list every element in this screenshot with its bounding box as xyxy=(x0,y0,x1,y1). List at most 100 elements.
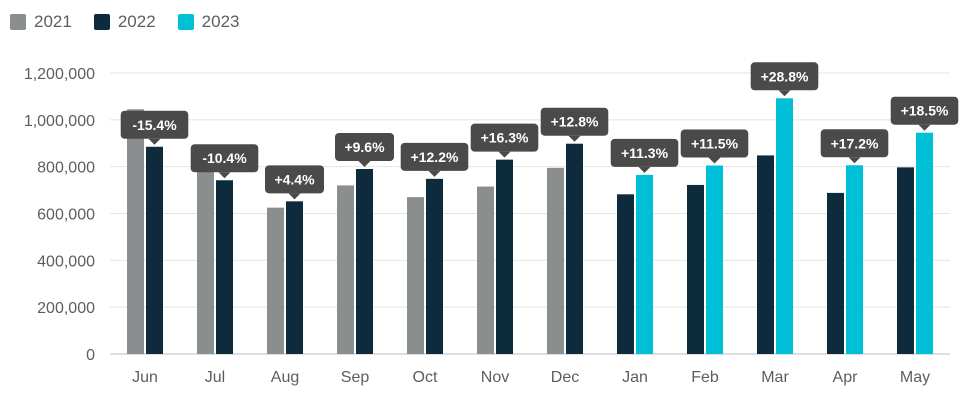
callout-may: +18.5% xyxy=(890,96,959,131)
x-tick-label-jun: Jun xyxy=(132,369,158,386)
callout-label: +11.5% xyxy=(691,135,739,151)
y-tick-label: 0 xyxy=(86,347,95,364)
callout-pointer xyxy=(288,193,301,200)
callout-pointer xyxy=(708,157,721,164)
callout-feb: +11.5% xyxy=(680,129,749,164)
callout-label: +4.4% xyxy=(274,171,315,187)
callout-box xyxy=(890,96,959,125)
bar-2022-dec[interactable] xyxy=(566,143,583,354)
bar-2023-jan[interactable] xyxy=(636,174,653,354)
bar-2021-sep[interactable] xyxy=(337,185,354,354)
legend-label-2022: 2022 xyxy=(117,12,156,31)
x-tick-label-may: May xyxy=(900,369,930,386)
x-tick-label-oct: Oct xyxy=(413,369,438,386)
callout-jun: -15.4% xyxy=(120,110,189,145)
y-axis: 0 200,000 400,000 600,000 800,000 1,000,000 1,… xyxy=(24,66,95,364)
x-tick-label-feb: Feb xyxy=(691,369,719,386)
bar-2021-oct[interactable] xyxy=(407,197,424,354)
bar-2023-feb[interactable] xyxy=(706,165,723,354)
callout-oct: +12.2% xyxy=(400,142,469,177)
callout-box xyxy=(820,129,889,158)
callout-aug: +4.4% xyxy=(265,165,324,200)
x-tick-label-sep: Sep xyxy=(341,369,370,386)
callout-sep: +9.6% xyxy=(335,133,394,168)
bar-2021-nov[interactable] xyxy=(477,186,494,354)
callout-pointer xyxy=(428,170,441,177)
callout-box xyxy=(335,133,394,162)
callout-label: +16.3% xyxy=(481,130,529,146)
callout-pointer xyxy=(778,90,791,97)
callout-mar: +28.8% xyxy=(750,62,819,97)
bar-2022-may[interactable] xyxy=(897,167,914,354)
bar-2022-apr[interactable] xyxy=(827,192,844,354)
callout-label: +18.5% xyxy=(901,103,949,119)
legend-label-2021: 2021 xyxy=(34,12,72,31)
legend-swatch-2022 xyxy=(93,14,110,30)
bar-2021-aug[interactable] xyxy=(267,207,284,354)
legend-item-2022[interactable]: 2022 xyxy=(93,12,156,32)
callout-label: +11.3% xyxy=(621,145,669,161)
legend: 2021 2022 2023 xyxy=(10,8,239,36)
gridlines xyxy=(110,72,950,355)
callout-dec: +12.8% xyxy=(540,107,609,142)
bar-2023-apr[interactable] xyxy=(846,165,863,354)
legend-swatch-2021 xyxy=(10,14,26,30)
bar-2022-jan[interactable] xyxy=(617,194,634,354)
callout-pointer xyxy=(918,124,931,131)
y-tick-label: 1,000,000 xyxy=(24,113,95,130)
callout-label: -15.4% xyxy=(132,117,177,133)
callout-jan: +11.3% xyxy=(610,138,679,173)
callout-box xyxy=(470,123,539,152)
callout-pointer xyxy=(148,138,161,145)
bar-2022-jun[interactable] xyxy=(146,146,163,354)
bar-2021-jul[interactable] xyxy=(197,159,214,354)
bars xyxy=(127,98,933,354)
x-tick-label-jul: Jul xyxy=(205,369,225,386)
bar-2023-may[interactable] xyxy=(916,132,933,354)
callout-pointer xyxy=(848,157,861,164)
bar-2021-dec[interactable] xyxy=(547,167,564,354)
callout-box xyxy=(120,110,189,139)
callout-jul: -10.4% xyxy=(190,144,259,179)
x-tick-label-dec: Dec xyxy=(551,369,579,386)
callout-pointer xyxy=(498,151,511,158)
y-tick-label: 600,000 xyxy=(37,207,95,224)
callout-nov: +16.3% xyxy=(470,123,539,158)
bar-2022-feb[interactable] xyxy=(687,184,704,354)
x-tick-label-aug: Aug xyxy=(271,369,299,386)
y-tick-label: 200,000 xyxy=(37,300,95,317)
bar-2022-nov[interactable] xyxy=(496,159,513,354)
bar-2023-mar[interactable] xyxy=(776,98,793,354)
callout-pointer xyxy=(358,161,371,168)
bar-2022-sep[interactable] xyxy=(356,169,373,354)
callout-box xyxy=(610,138,679,167)
legend-item-2021[interactable]: 2021 xyxy=(10,12,72,32)
callout-pointer xyxy=(638,166,651,173)
callout-label: -10.4% xyxy=(202,150,247,166)
y-tick-label: 400,000 xyxy=(37,253,95,270)
callout-box xyxy=(540,107,609,136)
bar-2021-jun[interactable] xyxy=(127,109,144,354)
callout-box xyxy=(680,129,749,158)
callouts: -15.4% -10.4% +4.4% +9.6% +12.2% +16.3% +12.8%… xyxy=(120,62,959,200)
callout-label: +9.6% xyxy=(344,139,385,155)
legend-item-2023[interactable]: 2023 xyxy=(177,12,239,32)
bar-2022-oct[interactable] xyxy=(426,178,443,354)
x-tick-label-mar: Mar xyxy=(761,369,789,386)
y-tick-label: 1,200,000 xyxy=(24,66,95,83)
callout-box xyxy=(750,62,819,91)
callout-label: +17.2% xyxy=(831,135,879,151)
callout-label: +28.8% xyxy=(761,68,809,84)
y-tick-label: 800,000 xyxy=(37,160,95,177)
callout-box xyxy=(400,142,469,171)
callout-label: +12.8% xyxy=(551,114,599,130)
legend-swatch-2023 xyxy=(177,14,194,30)
x-tick-label-jan: Jan xyxy=(622,369,648,386)
x-tick-label-apr: Apr xyxy=(833,369,859,386)
callout-pointer xyxy=(218,172,231,179)
bar-2022-aug[interactable] xyxy=(286,201,303,354)
callout-apr: +17.2% xyxy=(820,129,889,164)
bar-2022-mar[interactable] xyxy=(757,155,774,354)
bar-2022-jul[interactable] xyxy=(216,180,233,354)
